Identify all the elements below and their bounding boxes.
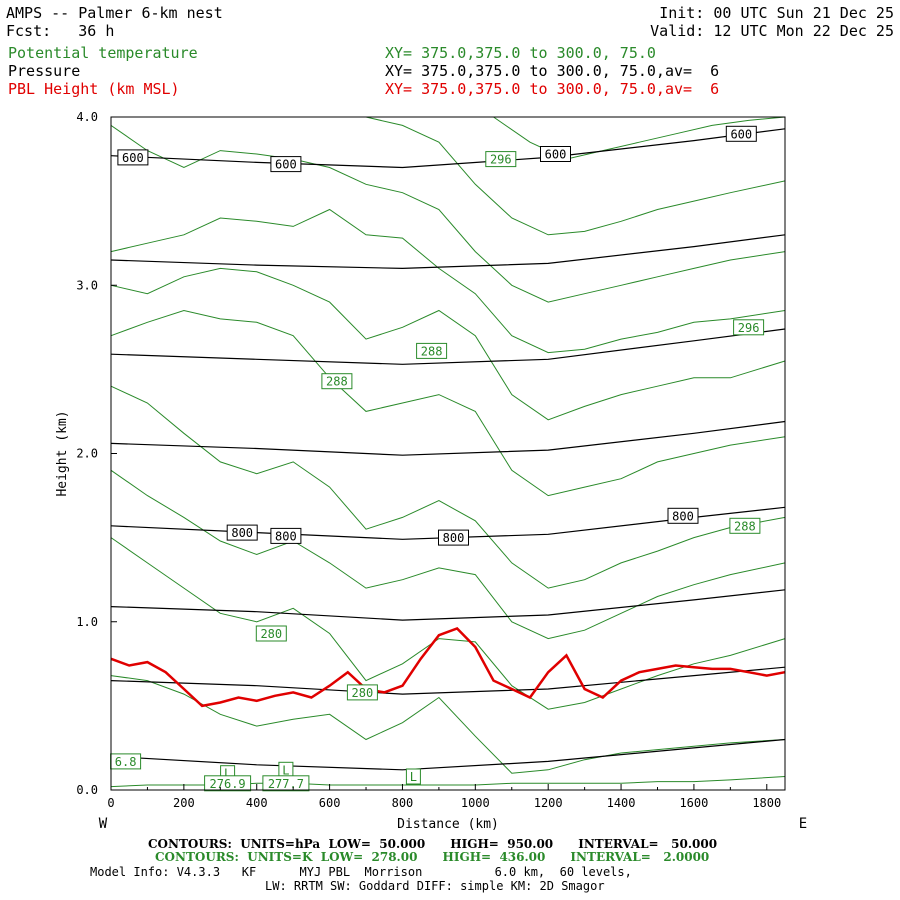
pressure-contour-4 [110,420,786,456]
theta-contour-2 [110,537,786,710]
svg-text:280: 280 [352,686,374,700]
footer-contours-theta: CONTOURS: UNITS=K LOW= 278.00 HIGH= 436.… [155,850,710,864]
field-name-theta: Potential temperature [8,44,198,62]
pressure-label-1: 800 [270,527,302,544]
svg-text:L: L [282,763,289,777]
theta-contour-8 [110,124,786,303]
theta-label-9: L [278,761,294,778]
svg-text:L: L [410,770,417,784]
init-time: Init: 00 UTC Sun 21 Dec 25 [659,4,894,22]
theta-label-5: 280 [255,625,287,642]
x-tick-label-1: 200 [173,796,195,810]
y-tick-label-4: 4.0 [76,110,98,124]
svg-text:280: 280 [260,627,282,641]
pressure-label-4: 600 [117,149,149,166]
svg-text:600: 600 [275,158,297,172]
forecast-hour: Fcst: 36 h [6,22,115,40]
axes: 0 200 400 600 800 1000 1200 1400 1600 1800 0.0 1.0 2… [55,110,807,832]
pressure-label-2: 800 [438,529,469,546]
field-name-pressure: Pressure [8,62,81,80]
svg-text:276.9: 276.9 [210,777,246,791]
theta-contour-9 [365,116,786,236]
x-tick-label-2: 400 [246,796,268,810]
theta-contour-6 [110,267,786,421]
theta-label-0: 296 [485,151,517,168]
svg-text:800: 800 [672,509,694,523]
x-tick-label-3: 600 [319,796,341,810]
theta-label-4: 288 [729,517,761,534]
theta-label-1: 296 [733,319,765,336]
svg-text:800: 800 [443,531,465,545]
contour-labels: 800 800 800 800 600 600 600 600 296 296 288 288 288 2… [110,125,765,792]
y-tick-label-2: 2.0 [76,447,98,461]
theta-label-12: 6.8 [110,753,142,770]
svg-text:288: 288 [734,519,756,533]
svg-text:800: 800 [231,526,253,540]
theta-contour-4 [110,385,786,589]
footer-contours-pressure: CONTOURS: UNITS=hPa LOW= 50.000 HIGH= 95… [148,837,718,851]
pressure-contour-2 [110,589,786,621]
pressure-label-6: 600 [540,146,571,162]
svg-text:L: L [224,767,231,781]
theta-contour-1 [110,675,786,774]
theta-contour-3 [110,469,786,640]
y-axis-label: Height (km) [55,410,70,496]
pressure-contour-0 [110,738,786,771]
pressure-contour-6 [110,234,786,270]
svg-text:288: 288 [326,375,348,389]
x-tick-label-6: 1200 [534,796,563,810]
theta-label-8: 276.9 [204,775,252,792]
x-tick-label-7: 1400 [607,796,636,810]
svg-text:296: 296 [490,153,512,167]
svg-text:277.7: 277.7 [268,777,304,791]
theta-label-3: 288 [321,373,353,390]
field-name-pbl: PBL Height (km MSL) [8,80,180,98]
svg-text:600: 600 [545,148,567,162]
pressure-label-3: 800 [667,507,699,524]
pbl-height-line [110,627,786,708]
footer-physics-info: LW: RRTM SW: Goddard DIFF: simple KM: 2D… [265,879,605,893]
pressure-label-7: 600 [725,125,757,142]
svg-text:600: 600 [730,127,752,141]
theta-contour-5 [110,309,786,497]
x-tick-label-0: 0 [107,796,114,810]
pressure-label-5: 600 [270,156,302,173]
svg-text:800: 800 [275,529,297,543]
pressure-contour-1 [110,666,786,695]
west-label: W [99,816,108,832]
svg-text:6.8: 6.8 [115,755,137,769]
x-tick-label-5: 1000 [461,796,490,810]
pressure-contour-5 [110,328,786,365]
field-xy-theta: XY= 375.0,375.0 to 300.0, 75.0 [385,44,656,62]
chart-title: AMPS -- Palmer 6-km nest [6,4,223,22]
x-tick-label-8: 1600 [679,796,708,810]
y-tick-label-1: 1.0 [76,615,98,629]
x-tick-label-4: 800 [392,796,414,810]
x-tick-label-9: 1800 [752,796,781,810]
y-tick-label-3: 3.0 [76,278,98,292]
svg-text:288: 288 [421,344,443,358]
theta-label-10: 277.7 [262,775,310,792]
east-label: E [799,816,807,832]
theta-contours [110,116,786,788]
pressure-label-0: 800 [226,524,258,541]
theta-label-11: L [405,768,421,785]
y-tick-label-0: 0.0 [76,783,98,797]
svg-text:600: 600 [122,151,144,165]
field-xy-pbl: XY= 375.0,375.0 to 300.0, 75.0,av= 6 [385,80,720,98]
pressure-contours [110,128,786,771]
theta-contour-7 [110,208,786,354]
footer-model-info: Model Info: V4.3.3 KF MYJ PBL Morrison 6… [90,865,632,879]
field-xy-pressure: XY= 375.0,375.0 to 300.0, 75.0,av= 6 [385,62,720,80]
pbl-height-series [110,627,786,708]
theta-label-2: 288 [416,342,448,359]
svg-text:296: 296 [738,321,760,335]
valid-time: Valid: 12 UTC Mon 22 Dec 25 [650,22,894,40]
pressure-contour-7 [110,128,786,169]
theta-label-6: 280 [346,684,378,701]
x-axis-label: Distance (km) [397,817,499,832]
